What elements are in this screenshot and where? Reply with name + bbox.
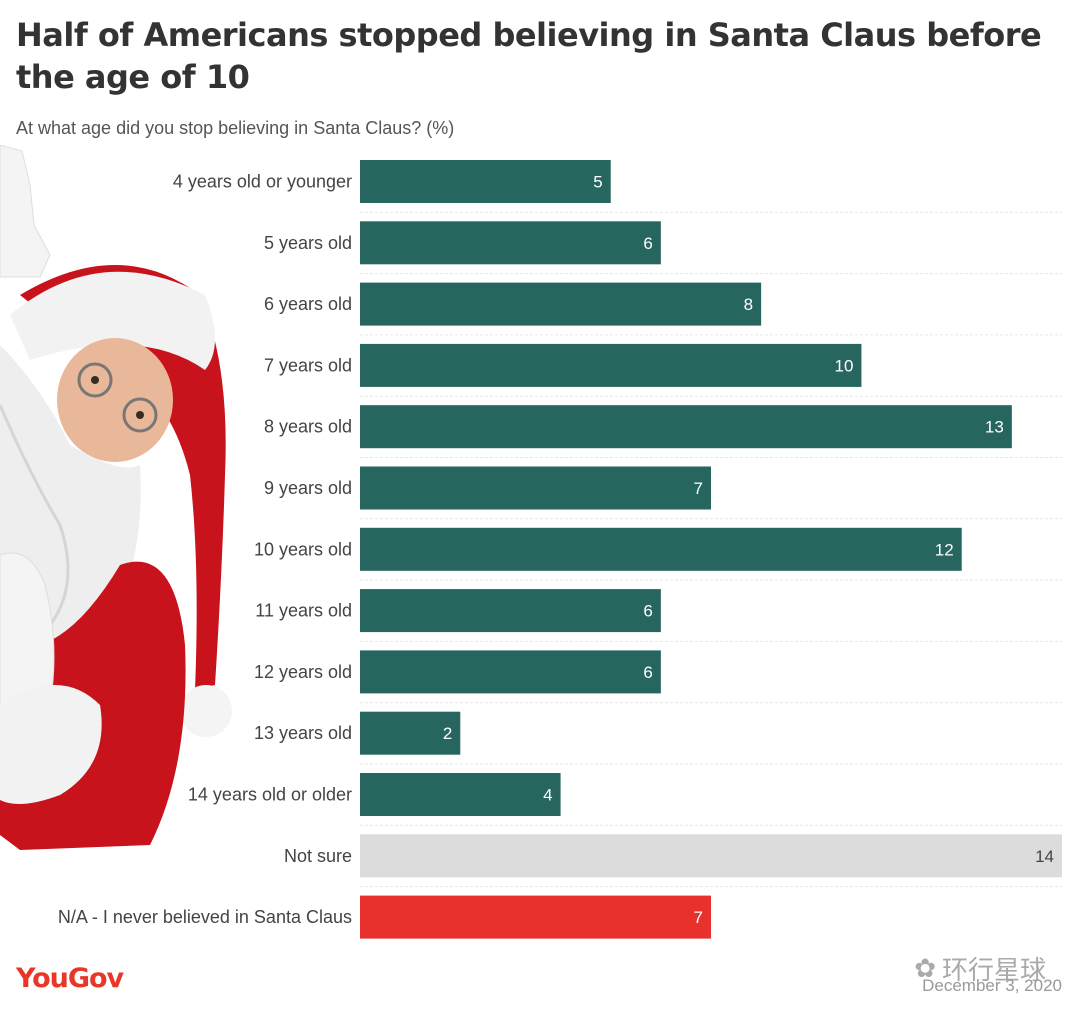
category-label: 12 years old [254, 662, 352, 682]
category-label: 4 years old or younger [173, 172, 352, 192]
yougov-logo[interactable]: YouGov [16, 963, 124, 994]
value-labels: 5 6 8 10 13 7 12 6 6 2 4 14 7 [443, 173, 1054, 928]
value-label: 7 [694, 908, 703, 927]
value-label: 10 [835, 356, 854, 375]
value-label: 6 [643, 663, 652, 682]
santa-claus-illustration [0, 145, 232, 850]
wechat-icon: ✿ [914, 953, 936, 983]
category-label: N/A - I never believed in Santa Claus [58, 907, 352, 927]
row-separators [360, 211, 1062, 888]
bar-12[interactable] [360, 834, 1062, 878]
category-label: 7 years old [264, 355, 352, 375]
value-label: 2 [443, 724, 452, 743]
bar-3[interactable] [360, 282, 762, 326]
category-label: 5 years old [264, 233, 352, 253]
watermark-text: 环行星球 [941, 955, 1046, 985]
bar-13[interactable] [360, 895, 711, 939]
chart-date: December 3, 2020 [922, 976, 1062, 995]
value-label: 8 [744, 295, 753, 314]
category-label: 9 years old [264, 478, 352, 498]
bar-11[interactable] [360, 773, 561, 816]
value-label: 13 [985, 418, 1004, 437]
category-label: 14 years old or older [188, 785, 352, 805]
chart-title: Half of Americans stopped believing in S… [16, 16, 1042, 96]
value-label: 6 [643, 234, 652, 253]
category-label: 10 years old [254, 539, 352, 559]
category-label: 8 years old [264, 417, 352, 437]
category-label: Not sure [284, 846, 352, 866]
bar-10[interactable] [360, 711, 461, 755]
bars [360, 160, 1062, 939]
value-label: 4 [543, 786, 552, 805]
bar-5[interactable] [360, 405, 1012, 449]
category-labels: 4 years old or younger 5 years old 6 years… [58, 172, 352, 928]
bar-2[interactable] [360, 221, 661, 265]
value-label: 6 [643, 602, 652, 621]
bar-8[interactable] [360, 589, 661, 633]
value-label: 5 [593, 173, 602, 192]
bar-7[interactable] [360, 527, 962, 571]
bar-6[interactable] [360, 466, 711, 510]
category-label: 13 years old [254, 723, 352, 743]
bar-9[interactable] [360, 650, 661, 694]
category-label: 6 years old [264, 294, 352, 314]
category-label: 11 years old [255, 601, 352, 621]
value-label: 14 [1035, 847, 1054, 866]
value-label: 7 [694, 479, 703, 498]
chart-subtitle: At what age did you stop believing in Sa… [16, 118, 455, 138]
value-label: 12 [935, 540, 954, 559]
watermark: ✿ 环行星球 [914, 950, 1046, 987]
bar-1[interactable] [360, 160, 611, 203]
bar-chart: 4 years old or younger 5 years old 6 years… [58, 160, 1062, 939]
bar-4[interactable] [360, 343, 862, 387]
